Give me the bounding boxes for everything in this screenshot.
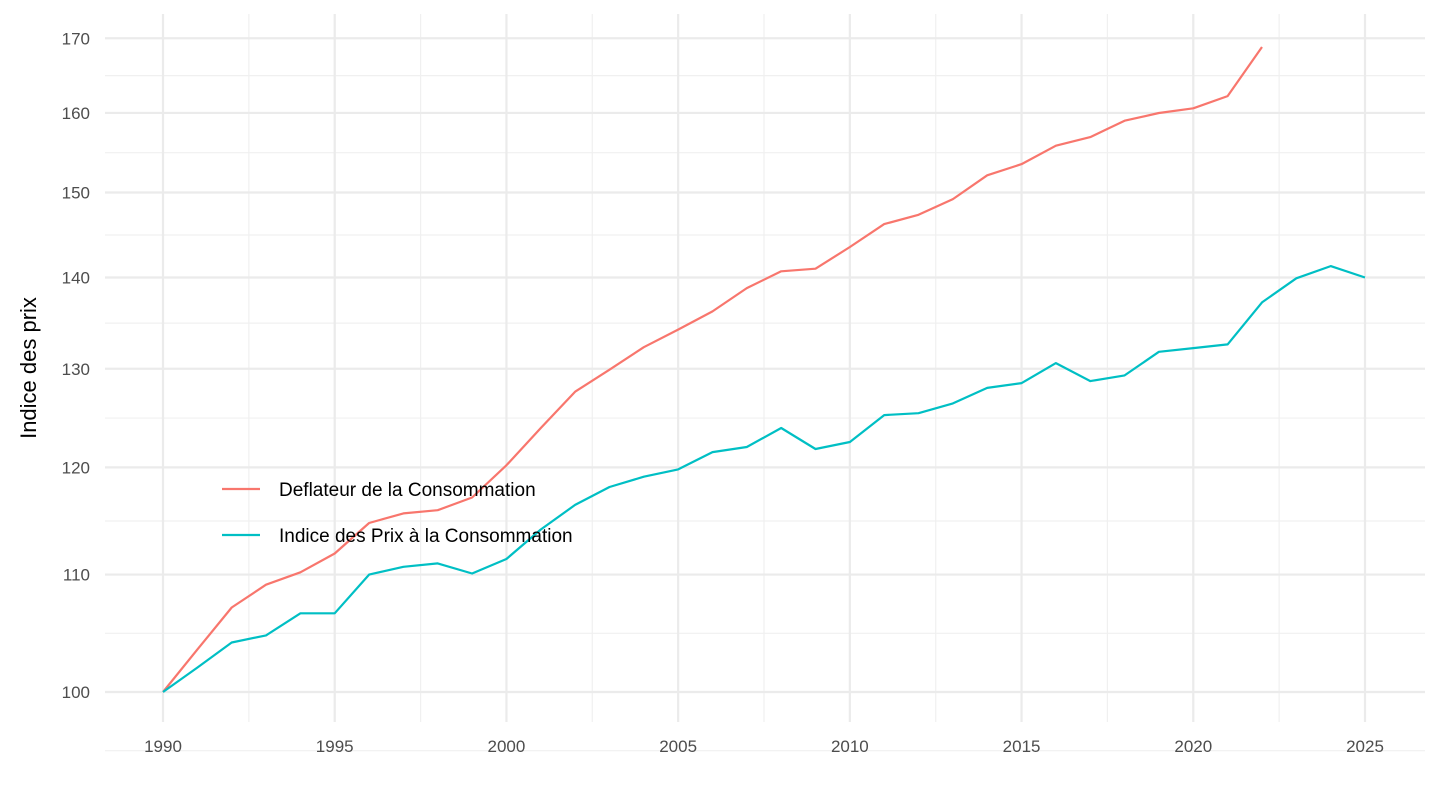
y-tick-label: 150 <box>62 183 90 202</box>
y-tick-label: 120 <box>62 458 90 477</box>
series-line-1 <box>162 265 1366 693</box>
y-tick-label: 170 <box>62 29 90 48</box>
series-lines <box>162 46 1366 693</box>
x-tick-label: 2000 <box>488 737 526 756</box>
y-tick-label: 100 <box>62 683 90 702</box>
y-tick-label: 110 <box>63 566 90 585</box>
legend: Deflateur de la Consommation Indice des … <box>222 480 573 547</box>
y-tick-label: 140 <box>62 268 90 287</box>
x-tick-label: 2010 <box>831 737 869 756</box>
x-tick-label: 2025 <box>1346 737 1384 756</box>
x-axis-ticks: 1990 1995 2000 2005 2010 2015 2020 2025 <box>144 737 1384 756</box>
y-axis-label: Indice des prix <box>16 297 41 439</box>
minor-gridlines <box>105 14 1425 752</box>
x-tick-label: 1990 <box>144 737 182 756</box>
y-axis-ticks: 100 110 120 130 140 150 160 170 <box>62 29 90 702</box>
series-line-0 <box>162 46 1263 693</box>
x-tick-label: 2020 <box>1174 737 1212 756</box>
legend-label-deflateur: Deflateur de la Consommation <box>279 480 536 501</box>
major-gridlines <box>105 14 1425 722</box>
legend-label-ipc: Indice des Prix à la Consommation <box>279 526 573 547</box>
x-tick-label: 1995 <box>316 737 354 756</box>
y-tick-label: 160 <box>62 104 90 123</box>
y-tick-label: 130 <box>62 360 90 379</box>
x-tick-label: 2015 <box>1003 737 1041 756</box>
x-tick-label: 2005 <box>659 737 697 756</box>
